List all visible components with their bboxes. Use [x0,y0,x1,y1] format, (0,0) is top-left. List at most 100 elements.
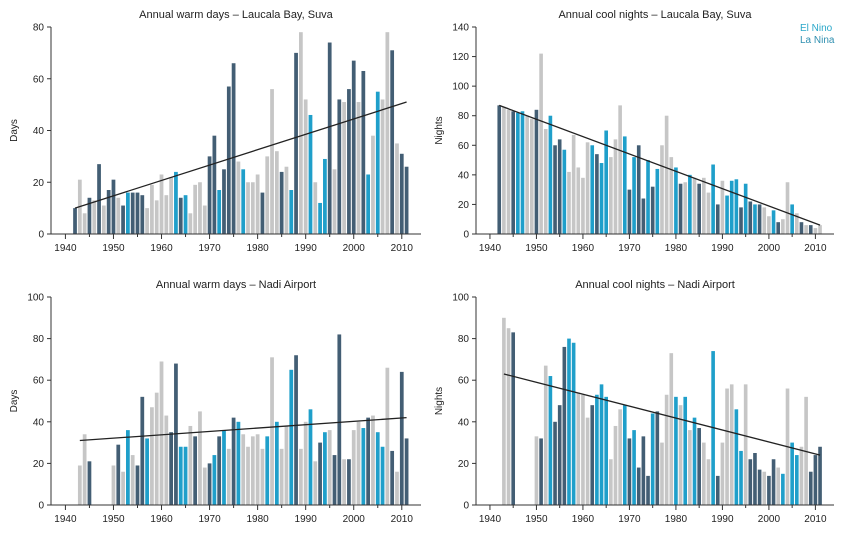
bar-1969 [202,467,207,505]
bar-1951 [116,444,121,505]
trend-line [79,416,407,442]
bar-1955 [557,139,562,234]
bar-1947 [97,164,101,234]
bar-1976 [655,411,660,505]
bar-1978 [246,182,250,234]
bar-1951 [539,438,543,505]
legend-la-nina: La Nina [800,35,835,46]
bar-2005 [375,432,380,505]
bar-1942 [497,105,502,234]
trend-line [503,373,821,456]
bar-1974 [226,448,231,505]
bar-1954 [130,455,135,505]
bar-1992 [729,180,734,234]
bar-1970 [207,463,212,505]
bar-1965 [604,396,608,505]
x-tick-label: 2010 [804,243,827,254]
x-tick-label: 1980 [665,514,688,525]
bar-1976 [236,161,241,234]
bar-2001 [356,102,361,234]
bar-1961 [164,195,169,234]
bar-1987 [706,459,711,505]
bar-1983 [270,357,274,505]
bar-1965 [604,130,608,234]
bar-1946 [516,112,520,234]
chart-title: Annual warm days – Nadi Airport [156,279,316,291]
bar-1956 [140,195,145,234]
y-tick-label: 80 [458,334,470,345]
bar-1983 [688,430,692,505]
bar-1979 [250,182,255,234]
bar-1999 [762,207,767,234]
bar-1973 [641,436,646,505]
x-tick-label: 1950 [525,514,548,525]
bar-1954 [130,192,135,234]
bar-2004 [371,135,375,234]
bar-1998 [757,204,762,234]
bar-1994 [323,158,327,234]
bar-1968 [198,411,202,505]
bar-1967 [613,139,618,234]
bar-1953 [126,192,130,234]
bar-1957 [145,438,149,505]
bar-1956 [140,396,145,505]
bar-1966 [609,157,613,234]
bar-1960 [159,361,164,505]
bar-1999 [347,89,351,234]
bar-1969 [622,405,627,505]
x-tick-label: 1980 [246,514,269,525]
bar-1987 [289,369,294,505]
bar-1991 [725,195,729,234]
chart-panel-2: Annual cool nights – Laucala Bay, Suva Ni… [434,9,834,254]
bar-1982 [265,436,270,505]
bar-1984 [274,151,279,234]
x-tick-label: 1990 [295,514,318,525]
bar-1973 [222,430,226,505]
bar-1950 [111,465,116,505]
bar-1950 [534,109,539,234]
bar-1997 [337,334,342,505]
y-axis-label: Nights [434,116,445,144]
bar-1965 [183,446,188,505]
bar-1969 [622,136,627,234]
bar-1972 [217,436,222,505]
bar-1998 [757,469,762,505]
bar-1999 [347,459,351,505]
bar-1988 [294,355,298,505]
bar-1988 [711,164,715,234]
bar-1994 [323,432,327,505]
bar-1981 [260,192,265,234]
bar-1962 [590,145,595,234]
x-tick-label: 2010 [391,514,414,525]
bar-2005 [790,442,794,505]
bar-1951 [116,197,121,234]
bar-1970 [207,156,212,234]
bar-1997 [753,204,757,234]
bar-1972 [636,467,641,505]
bar-2002 [361,428,366,505]
y-tick-label: 80 [458,111,470,122]
y-axis-label: Nights [434,387,445,415]
bar-1963 [595,154,599,234]
bar-1975 [650,186,655,234]
trend-line [499,104,821,226]
bar-1989 [715,204,720,234]
bar-1967 [613,425,618,505]
bar-1999 [762,471,767,505]
bar-1979 [250,436,255,505]
bar-1973 [641,198,646,234]
y-tick-label: 40 [33,417,45,428]
bar-1950 [111,179,116,234]
bar-1971 [632,430,636,505]
bar-1960 [581,177,585,234]
bar-1948 [525,115,529,234]
bar-1967 [193,436,198,505]
bar-1963 [595,394,599,505]
x-tick-label: 2010 [804,514,827,525]
bar-1985 [279,171,284,234]
bar-1966 [609,459,613,505]
bar-1964 [599,163,604,234]
bar-1956 [562,149,567,234]
chart-title: Annual warm days – Laucala Bay, Suva [139,9,334,21]
bar-1978 [664,394,669,505]
